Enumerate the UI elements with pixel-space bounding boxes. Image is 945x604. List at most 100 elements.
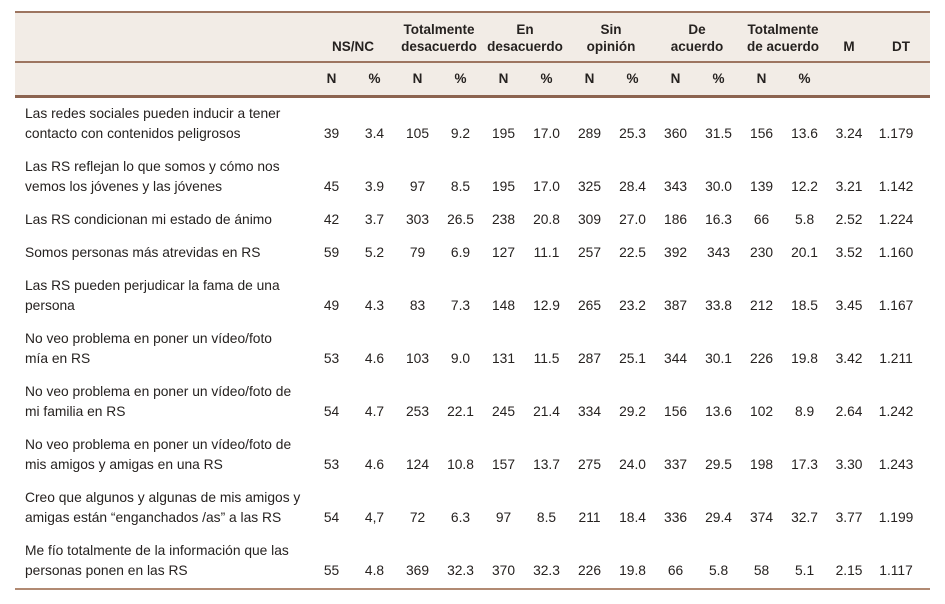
cell-value: 79 <box>409 245 426 260</box>
col-group-dt: DT <box>872 12 931 63</box>
subcol-pct: % <box>783 62 827 98</box>
cell-value: 2.15 <box>835 563 863 578</box>
cell-value: 29.4 <box>705 510 732 525</box>
cell-value: 21.4 <box>533 404 560 419</box>
cell-value: 16.3 <box>705 212 732 227</box>
cell-value: 3.42 <box>835 351 863 366</box>
cell-value: 4.6 <box>364 457 385 472</box>
subcol-empty-m <box>826 62 873 98</box>
row-label: No veo problema en poner un vídeo/foto d… <box>15 376 310 429</box>
subcol-n: N <box>568 62 612 98</box>
cell-value: 13.7 <box>533 457 560 472</box>
cell-value: 334 <box>578 404 602 419</box>
cell-value: 22.1 <box>447 404 474 419</box>
cell-value: 3.45 <box>835 298 863 313</box>
cell-value: 54 <box>323 510 340 525</box>
table-row: Las RS condicionan mi estado de ánimo 42 3… <box>15 204 930 237</box>
table-row: Somos personas más atrevidas en RS 59 5.2 7… <box>15 237 930 270</box>
cell-value: 369 <box>406 563 430 578</box>
row-label-line: amigas están “enganchados /as” a las RS <box>25 510 282 525</box>
col-group-line2: acuerdo <box>670 39 724 54</box>
col-group-line2: DT <box>892 39 911 54</box>
cell-value: 42 <box>323 212 340 227</box>
table-row: Las RS reflejan lo que somos y cómo nos v… <box>15 151 930 204</box>
cell-value: 6.9 <box>450 245 471 260</box>
col-group-line1: Sin <box>600 22 622 37</box>
cell-value: 5.8 <box>708 563 729 578</box>
cell-value: 3.21 <box>835 179 863 194</box>
cell-value: 66 <box>667 563 684 578</box>
cell-value: 4.6 <box>364 351 385 366</box>
cell-value: 11.1 <box>533 245 560 260</box>
row-label-line: No veo problema en poner un vídeo/foto d… <box>25 437 292 452</box>
cell-value: 230 <box>750 245 774 260</box>
cell-value: 17.3 <box>791 457 818 472</box>
col-group-nsnc: NS/NC <box>310 12 397 63</box>
cell-value: 30.0 <box>705 179 732 194</box>
col-group-line1: En <box>516 22 534 37</box>
cell-value: 1.242 <box>878 404 914 419</box>
cell-value: 32.3 <box>533 563 560 578</box>
cell-value: 186 <box>664 212 688 227</box>
cell-value: 6.3 <box>450 510 471 525</box>
cell-value: 33.8 <box>705 298 732 313</box>
subcol-n: N <box>740 62 784 98</box>
cell-value: 5.2 <box>364 245 385 260</box>
cell-value: 148 <box>492 298 516 313</box>
cell-value: 23.2 <box>619 298 646 313</box>
subcol-n: N <box>396 62 440 98</box>
cell-value: 8.9 <box>794 404 815 419</box>
cell-value: 344 <box>664 351 688 366</box>
cell-value: 3.7 <box>364 212 385 227</box>
cell-value: 257 <box>578 245 602 260</box>
cell-value: 2.52 <box>835 212 863 227</box>
cell-value: 195 <box>492 126 516 141</box>
cell-value: 212 <box>750 298 774 313</box>
cell-value: 3.77 <box>835 510 863 525</box>
cell-value: 19.8 <box>619 563 646 578</box>
row-label: Creo que algunos y algunas de mis amigos… <box>15 482 310 535</box>
subcol-pct: % <box>353 62 397 98</box>
row-label: Las RS reflejan lo que somos y cómo nos v… <box>15 151 310 204</box>
cell-value: 58 <box>753 563 770 578</box>
row-label-line: mía en RS <box>25 351 91 366</box>
col-group-line1: De <box>688 22 706 37</box>
col-group-m: M <box>826 12 873 63</box>
cell-value: 3.4 <box>364 126 385 141</box>
cell-value: 226 <box>750 351 774 366</box>
col-group-line2: desacuerdo <box>401 39 477 54</box>
cell-value: 289 <box>578 126 602 141</box>
row-label: No veo problema en poner un vídeo/foto mí… <box>15 323 310 376</box>
cell-value: 105 <box>406 126 430 141</box>
cell-value: 26.5 <box>447 212 474 227</box>
cell-value: 370 <box>492 563 516 578</box>
cell-value: 12.9 <box>533 298 560 313</box>
subcol-pct: % <box>697 62 741 98</box>
cell-value: 10.8 <box>447 457 474 472</box>
table-row: No veo problema en poner un vídeo/foto mí… <box>15 323 930 376</box>
subcol-n: N <box>310 62 353 98</box>
cell-value: 9.0 <box>450 351 471 366</box>
row-label: No veo problema en poner un vídeo/foto d… <box>15 429 310 482</box>
cell-value: 13.6 <box>791 126 818 141</box>
row-label: Somos personas más atrevidas en RS <box>15 237 310 270</box>
subcol-pct: % <box>611 62 655 98</box>
survey-results-table: NS/NC Totalmente desacuerdo En desacuerd… <box>15 11 931 590</box>
row-label-line: personas ponen en las RS <box>25 563 188 578</box>
cell-value: 1.224 <box>878 212 914 227</box>
col-group-line2: M <box>843 39 855 54</box>
cell-value: 238 <box>492 212 516 227</box>
cell-value: 97 <box>495 510 512 525</box>
row-label: Las redes sociales pueden inducir a tene… <box>15 97 310 152</box>
row-label-line: persona <box>25 298 75 313</box>
cell-value: 336 <box>664 510 688 525</box>
cell-value: 25.3 <box>619 126 646 141</box>
subcol-empty-dt <box>872 62 931 98</box>
cell-value: 8.5 <box>450 179 471 194</box>
cell-value: 54 <box>323 404 340 419</box>
cell-value: 4.3 <box>364 298 385 313</box>
row-label-line: Las redes sociales pueden inducir a tene… <box>25 106 281 121</box>
cell-value: 30.1 <box>705 351 732 366</box>
col-group-de-acuerdo: De acuerdo <box>654 12 741 63</box>
cell-value: 3.9 <box>364 179 385 194</box>
